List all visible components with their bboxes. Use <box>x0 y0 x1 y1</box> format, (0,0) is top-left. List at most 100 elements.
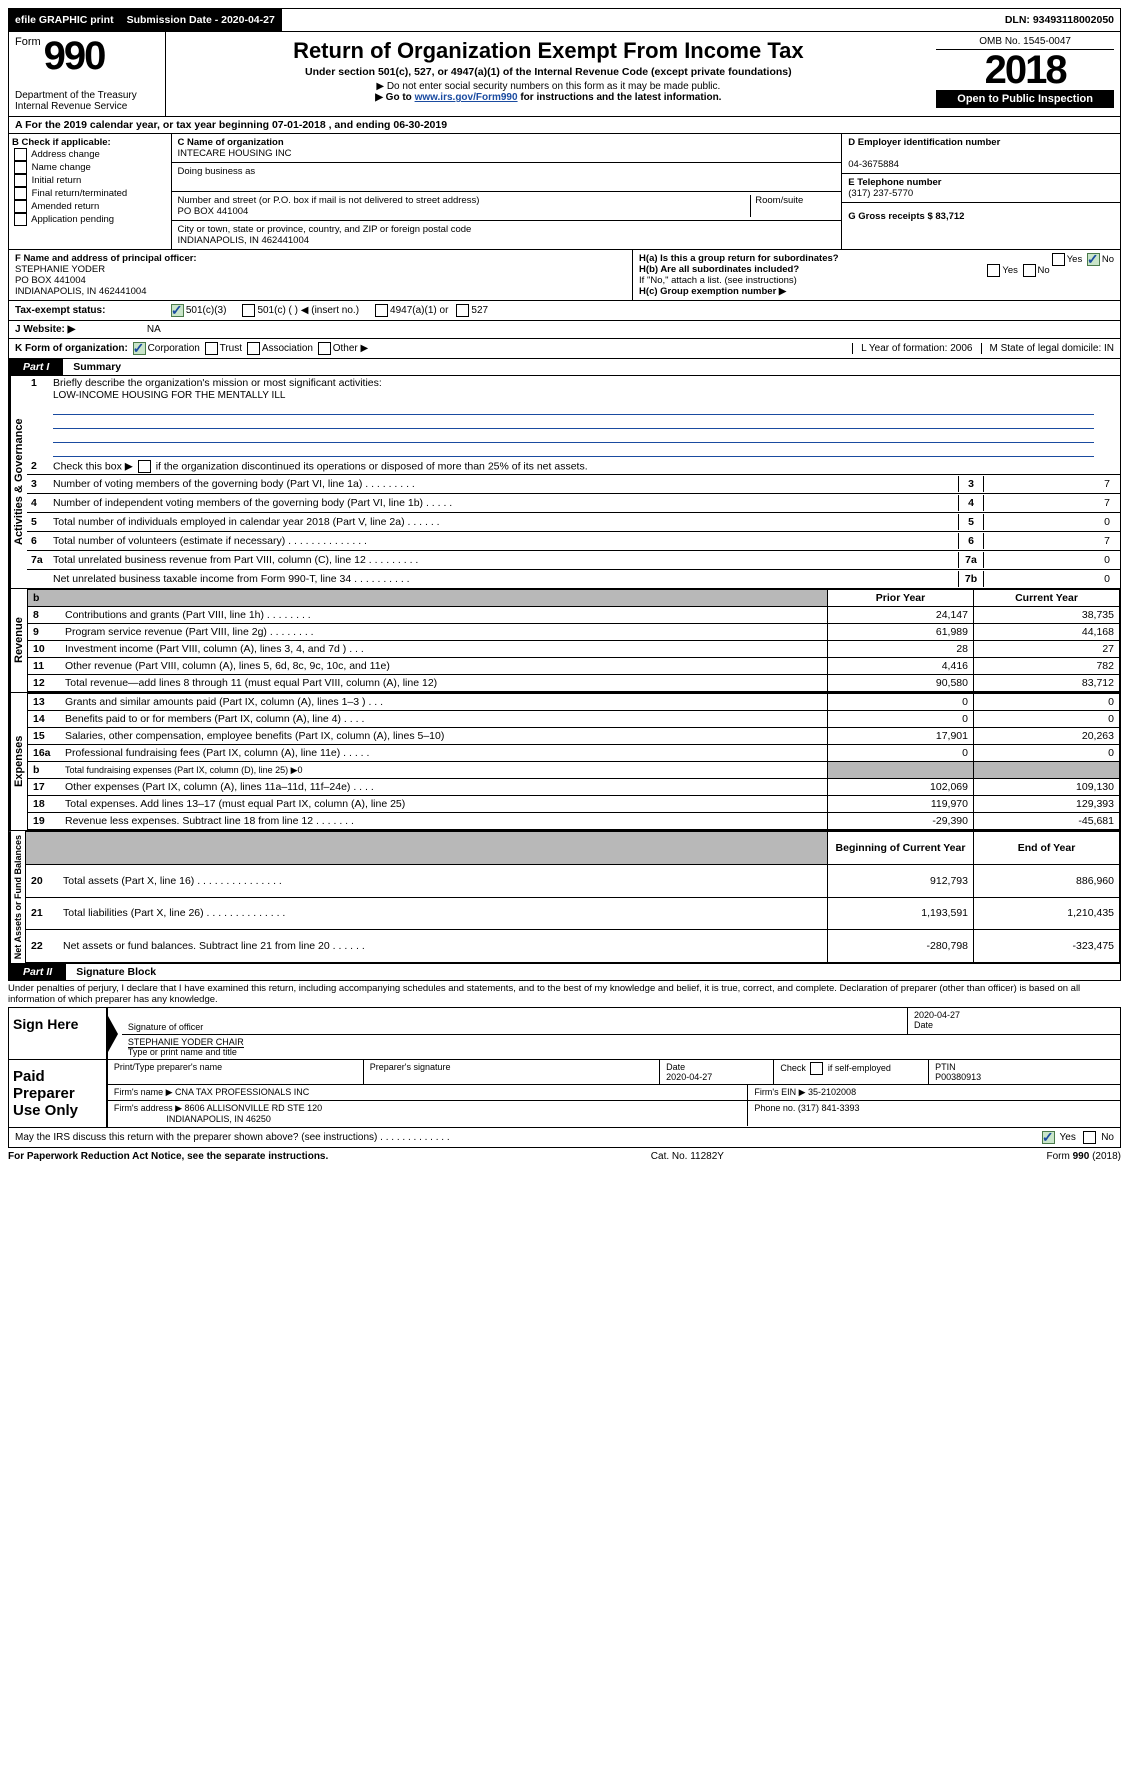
part2-tab: Part II <box>9 964 66 980</box>
city-label: City or town, state or province, country… <box>178 224 472 235</box>
checkbox-icon[interactable] <box>247 342 260 355</box>
checkbox-icon[interactable] <box>14 174 27 187</box>
prep-sig-label: Preparer's signature <box>364 1060 660 1084</box>
checkbox-icon[interactable] <box>171 304 184 317</box>
vtab-governance: Activities & Governance <box>9 376 27 588</box>
prep-name-label: Print/Type preparer's name <box>108 1060 364 1084</box>
open-public: Open to Public Inspection <box>936 90 1114 108</box>
form-title: Return of Organization Exempt From Incom… <box>170 38 926 64</box>
checkbox-icon[interactable] <box>14 187 27 200</box>
checkbox-icon[interactable] <box>375 304 388 317</box>
mission-label: Briefly describe the organization's miss… <box>53 377 1116 389</box>
firm-ein: Firm's EIN ▶ 35-2102008 <box>748 1085 1120 1100</box>
sig-officer-label: Signature of officer <box>128 1022 203 1032</box>
org-address: PO BOX 441004 <box>178 206 249 217</box>
checkbox-icon[interactable] <box>318 342 331 355</box>
checkbox-icon[interactable] <box>205 342 218 355</box>
form-org-row: K Form of organization: Corporation Trus… <box>8 339 1121 359</box>
formorg-label: K Form of organization: <box>15 343 128 354</box>
col-current: Current Year <box>974 590 1120 607</box>
paid-label: Paid Preparer Use Only <box>9 1060 108 1127</box>
org-city: INDIANAPOLIS, IN 462441004 <box>178 235 310 246</box>
check-amended: Amended return <box>12 200 168 213</box>
form-number: 990 <box>44 36 105 76</box>
governance-block: Activities & Governance 1Briefly describ… <box>8 376 1121 589</box>
officer-addr2: INDIANAPOLIS, IN 462441004 <box>15 286 147 297</box>
expenses-block: Expenses 13Grants and similar amounts pa… <box>8 693 1121 831</box>
website-row: J Website: ▶ NA <box>8 321 1121 339</box>
phone-label: E Telephone number <box>848 177 941 188</box>
dba-label: Doing business as <box>178 166 256 177</box>
checkbox-icon[interactable] <box>456 304 469 317</box>
checkbox-icon[interactable] <box>810 1062 823 1075</box>
mission-text: LOW-INCOME HOUSING FOR THE MENTALLY ILL <box>53 390 1094 401</box>
penalty-text: Under penalties of perjury, I declare th… <box>8 981 1121 1007</box>
checkbox-icon[interactable] <box>14 213 27 226</box>
dept-treasury: Department of the Treasury <box>15 90 159 101</box>
checkbox-icon[interactable] <box>133 342 146 355</box>
ein-value: 04-3675884 <box>848 159 899 170</box>
arrow-icon <box>108 1016 118 1052</box>
gross-receipts: G Gross receipts $ 83,712 <box>848 211 964 222</box>
part1-title: Summary <box>63 359 131 375</box>
firm-phone: Phone no. (317) 841-3393 <box>748 1101 1120 1126</box>
netassets-block: Net Assets or Fund Balances Beginning of… <box>8 831 1121 964</box>
line-a-period: A For the 2019 calendar year, or tax yea… <box>8 117 1121 134</box>
check-final: Final return/terminated <box>12 187 168 200</box>
vtab-revenue: Revenue <box>9 589 27 692</box>
checkbox-icon[interactable] <box>1083 1131 1096 1144</box>
officer-addr1: PO BOX 441004 <box>15 275 86 286</box>
col-begin: Beginning of Current Year <box>828 832 974 865</box>
checkbox-icon[interactable] <box>1052 253 1065 266</box>
sign-here-block: Sign Here Signature of officer 2020-04-2… <box>8 1007 1121 1060</box>
checkbox-icon[interactable] <box>987 264 1000 277</box>
officer-name: STEPHANIE YODER <box>15 264 105 275</box>
checkbox-icon[interactable] <box>14 161 27 174</box>
org-name: INTECARE HOUSING INC <box>178 148 292 159</box>
tax-year: 2018 <box>936 50 1114 90</box>
firm-name: CNA TAX PROFESSIONALS INC <box>175 1087 309 1097</box>
phone-value: (317) 237-5770 <box>848 188 913 199</box>
checkbox-icon[interactable] <box>1023 264 1036 277</box>
page-footer: For Paperwork Reduction Act Notice, see … <box>8 1148 1121 1162</box>
irs-label: Internal Revenue Service <box>15 101 159 112</box>
box-b-label: B Check if applicable: <box>12 137 168 148</box>
part1-header: Part I Summary <box>8 359 1121 376</box>
cat-no: Cat. No. 11282Y <box>651 1151 724 1162</box>
room-label: Room/suite <box>750 195 835 217</box>
checkbox-icon[interactable] <box>14 200 27 213</box>
checkbox-icon[interactable] <box>138 460 151 473</box>
website-value: NA <box>147 324 161 335</box>
note-goto-pre: ▶ Go to <box>375 92 414 103</box>
sig-date-label: Date <box>914 1020 933 1030</box>
ein-label: D Employer identification number <box>848 137 1000 148</box>
note-goto-post: for instructions and the latest informat… <box>518 92 722 103</box>
tax-period: For the 2019 calendar year, or tax year … <box>25 119 447 131</box>
checkbox-icon[interactable] <box>1042 1131 1055 1144</box>
checkbox-icon[interactable] <box>14 148 27 161</box>
form990-link[interactable]: www.irs.gov/Form990 <box>415 92 518 103</box>
check-pending: Application pending <box>12 213 168 226</box>
exempt-label: Tax-exempt status: <box>15 305 169 316</box>
discuss-row: May the IRS discuss this return with the… <box>8 1128 1121 1148</box>
part2-title: Signature Block <box>66 964 166 980</box>
sig-name-label: Type or print name and title <box>128 1047 237 1057</box>
form-subtitle: Under section 501(c), 527, or 4947(a)(1)… <box>170 66 926 78</box>
name-label: C Name of organization <box>178 137 284 148</box>
col-end: End of Year <box>974 832 1120 865</box>
checkbox-icon[interactable] <box>242 304 255 317</box>
col-prior: Prior Year <box>828 590 974 607</box>
sig-date: 2020-04-27 <box>914 1010 960 1020</box>
state-domicile: M State of legal domicile: IN <box>981 343 1115 354</box>
submission-date: Submission Date - 2020-04-27 <box>121 9 282 31</box>
entity-block: B Check if applicable: Address change Na… <box>8 134 1121 250</box>
efile-button[interactable]: efile GRAPHIC print <box>9 9 121 31</box>
hb-label: H(b) Are all subordinates included? <box>639 264 799 275</box>
l2-text: Check this box ▶ <box>53 460 136 472</box>
addr-label: Number and street (or P.O. box if mail i… <box>178 195 480 206</box>
revenue-block: Revenue bPrior YearCurrent Year 8Contrib… <box>8 589 1121 693</box>
part2-header: Part II Signature Block <box>8 964 1121 981</box>
tax-exempt-row: Tax-exempt status: 501(c)(3) 501(c) ( ) … <box>8 301 1121 321</box>
hc-label: H(c) Group exemption number ▶ <box>639 286 1114 297</box>
checkbox-icon[interactable] <box>1087 253 1100 266</box>
